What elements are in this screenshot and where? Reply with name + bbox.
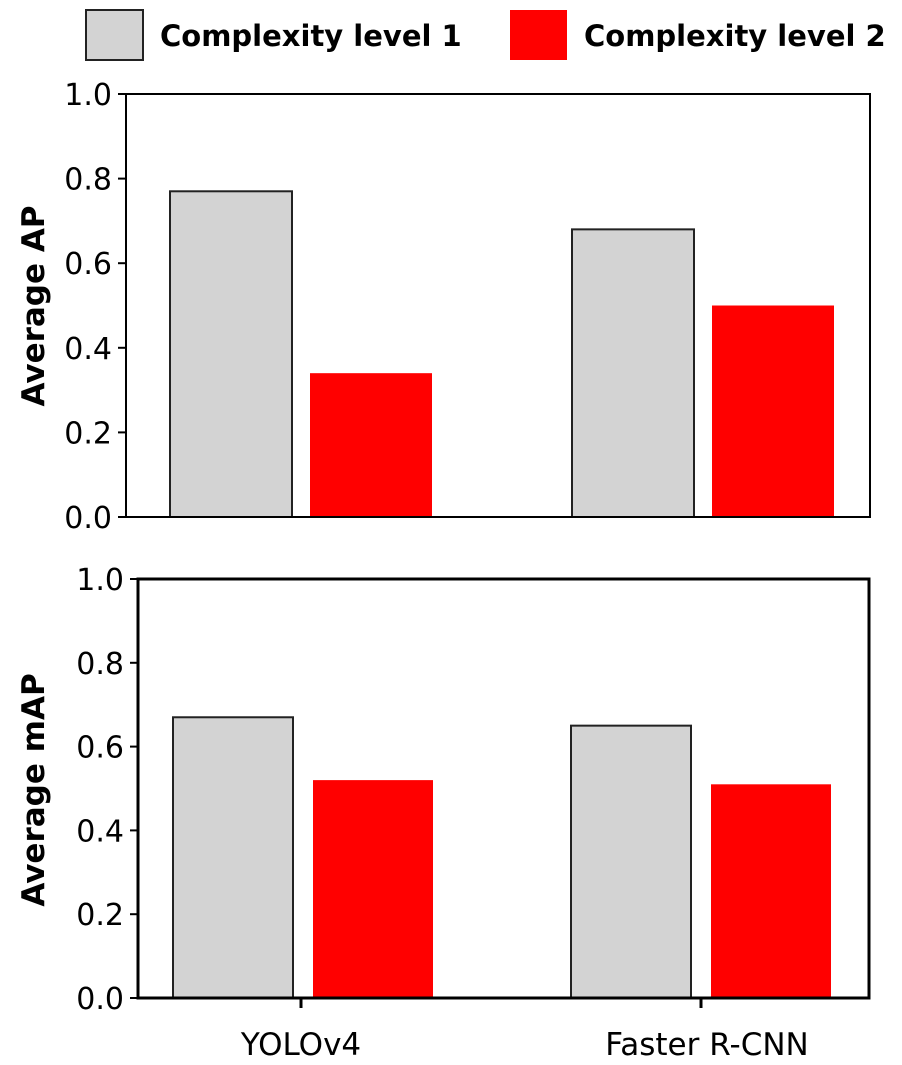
- bar-level2-faster-rcnn: [711, 784, 831, 998]
- panel-map: Average mAP 0.0 0.2 0.4 0.6 0.8 1.0: [16, 563, 871, 1017]
- y-axis-title-ap: Average AP: [16, 205, 52, 406]
- legend-label-level2: Complexity level 2: [584, 19, 886, 53]
- y-tick-label: 0.6: [76, 731, 124, 766]
- bar-level1-yolov4: [169, 190, 293, 518]
- x-category-label: Faster R-CNN: [605, 1027, 808, 1063]
- y-tick-label: 0.8: [64, 163, 112, 198]
- y-tick-label: 0.8: [76, 647, 124, 682]
- legend-label-level1: Complexity level 1: [160, 19, 462, 53]
- y-tick-label: 0.0: [64, 501, 112, 536]
- y-tick-label: 1.0: [76, 563, 124, 598]
- bar-level1-yolov4: [172, 716, 294, 1000]
- y-axis-title-map: Average mAP: [16, 673, 52, 906]
- legend-swatch-level1: [85, 9, 144, 61]
- y-tick-label: 0.2: [64, 416, 112, 451]
- y-tick-label: 0.4: [64, 332, 112, 367]
- y-tick-label: 0.4: [76, 814, 124, 849]
- bar-level1-faster-rcnn: [570, 724, 692, 1000]
- x-category-label: YOLOv4: [240, 1027, 361, 1063]
- bar-level2-yolov4: [310, 373, 432, 517]
- y-tick-label: 0.2: [76, 898, 124, 933]
- y-tick-label: 1.0: [64, 78, 112, 113]
- plot-frame-map: [136, 577, 871, 1000]
- bar-level2-yolov4: [313, 780, 433, 998]
- y-tick-label: 0.0: [76, 982, 124, 1017]
- x-axis: YOLOv4 Faster R-CNN: [240, 998, 809, 1063]
- plot-frame-ap: [125, 93, 871, 518]
- y-tick-label: 0.6: [64, 247, 112, 282]
- bar-level1-faster-rcnn: [571, 228, 695, 519]
- legend: Complexity level 1 Complexity level 2: [85, 9, 886, 61]
- bar-level2-faster-rcnn: [712, 305, 834, 517]
- legend-swatch-level2: [510, 10, 567, 60]
- panel-ap: Average AP 0.0 0.2 0.4 0.6 0.8 1.0: [16, 78, 871, 536]
